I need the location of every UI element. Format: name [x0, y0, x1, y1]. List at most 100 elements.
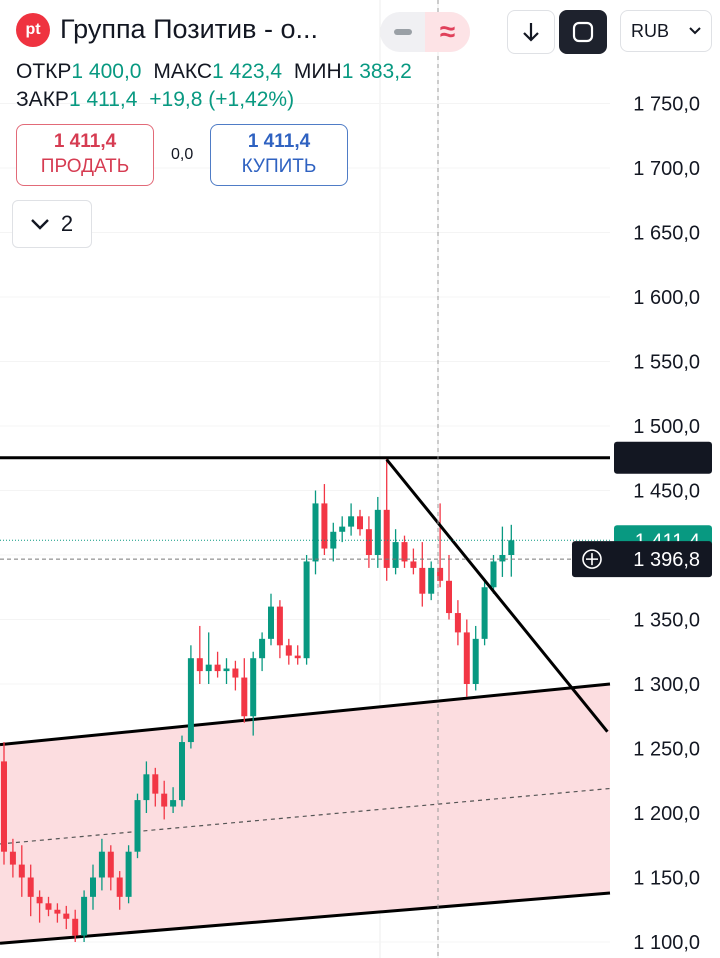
y-tick-label: 1 100,0 — [633, 932, 700, 954]
candle-body — [276, 606, 283, 646]
ohlc-row-2: ЗАКР1 411,4 +19,8 (+1,42%) — [16, 88, 294, 112]
candle — [428, 561, 435, 601]
sell-price: 1 411,4 — [53, 131, 117, 152]
arrow-down-icon[interactable] — [507, 10, 555, 54]
candle — [374, 496, 381, 568]
chevron-down-icon — [689, 27, 701, 35]
buy-label: КУПИТЬ — [241, 156, 317, 177]
y-tick-label: 1 750,0 — [633, 94, 700, 116]
candle-body — [134, 800, 141, 852]
candle-body — [98, 851, 105, 878]
candle-body — [303, 561, 310, 659]
candle-body — [490, 561, 497, 588]
crosshair-price-label: 1 396,8 — [633, 549, 700, 571]
candle — [481, 580, 488, 646]
candle-body — [481, 587, 488, 639]
candle-body — [508, 540, 515, 555]
candle-body — [232, 668, 239, 678]
candle-body — [383, 509, 390, 568]
candle — [81, 890, 88, 942]
chart-mode-toggle[interactable]: ≈ — [380, 12, 470, 52]
candle-body — [205, 664, 212, 672]
high-label: МАКС — [153, 60, 212, 83]
candle-body — [152, 774, 159, 794]
candle — [107, 845, 114, 891]
close-value: 1 411,4 — [68, 88, 138, 111]
candle — [357, 509, 363, 536]
level-price-label-bg — [614, 441, 712, 474]
candle — [143, 761, 150, 813]
y-tick-label: 1 300,0 — [633, 674, 700, 696]
ohlc-row-1: ОТКР1 400,0 МАКС1 423,4 МИН1 383,2 — [16, 60, 412, 84]
candle — [98, 838, 105, 891]
candle — [205, 632, 212, 684]
candle-body — [27, 877, 34, 897]
candle — [330, 522, 337, 562]
candle — [250, 651, 257, 736]
candle-body — [392, 542, 399, 568]
y-tick-label: 1 650,0 — [633, 223, 700, 245]
candle-body — [294, 655, 301, 659]
candle — [276, 600, 283, 659]
candle-body — [72, 918, 79, 936]
candle — [27, 864, 34, 917]
high-value: 1 423,4 — [212, 60, 283, 83]
candle — [259, 632, 266, 672]
candle-body — [365, 529, 372, 555]
channel-upper-line — [0, 682, 611, 747]
candle — [9, 838, 16, 878]
candle-body — [143, 774, 150, 801]
candle — [419, 542, 426, 607]
candle-body — [187, 658, 194, 743]
candle-body — [161, 793, 168, 807]
candle — [490, 555, 497, 594]
candle — [232, 660, 239, 691]
minus-icon[interactable] — [380, 12, 425, 52]
plus-icon[interactable] — [586, 553, 598, 566]
candle — [241, 658, 248, 723]
buy-button[interactable]: 1 411,4 КУПИТЬ — [210, 124, 348, 186]
instrument-title[interactable]: Группа Позитив - о... — [60, 14, 318, 44]
candle-body — [357, 516, 363, 530]
candle — [125, 845, 132, 904]
candle-body — [107, 851, 114, 878]
wave-icon[interactable]: ≈ — [425, 12, 470, 52]
candle-body — [428, 567, 435, 594]
candle-body — [472, 638, 479, 684]
candle-body — [81, 896, 88, 936]
candle — [401, 535, 408, 568]
candle-body — [348, 516, 355, 527]
candle-body — [1, 761, 7, 852]
low-label: МИН — [293, 60, 342, 83]
candle-body — [312, 503, 319, 562]
currency-select[interactable]: RUB — [620, 10, 712, 52]
candle-body — [63, 913, 70, 919]
candle-body — [18, 864, 25, 878]
y-tick-label: 1 350,0 — [633, 610, 700, 632]
candle — [454, 600, 461, 646]
plus-circle-icon[interactable] — [582, 549, 602, 569]
y-tick-label: 1 450,0 — [633, 481, 700, 503]
candle — [36, 890, 43, 923]
candle-body — [9, 851, 16, 865]
y-tick-label: 1 600,0 — [633, 287, 700, 309]
candle-body — [410, 561, 417, 568]
candle — [499, 526, 506, 577]
candle — [45, 896, 52, 917]
y-tick-label: 1 150,0 — [633, 868, 700, 890]
crosshair-price-label-bg — [572, 541, 712, 578]
broker-logo: pt — [16, 13, 50, 47]
candle-body — [419, 567, 426, 594]
candle — [472, 625, 479, 691]
spread-value: 0,0 — [171, 146, 194, 163]
close-label: ЗАКР — [16, 88, 69, 111]
y-tick-label: 1 250,0 — [633, 739, 700, 761]
buy-price: 1 411,4 — [247, 131, 311, 152]
sell-button[interactable]: 1 411,4 ПРОДАТЬ — [16, 124, 154, 186]
fullscreen-icon[interactable] — [559, 10, 607, 54]
regression-channel-fill — [0, 684, 610, 944]
candle-body — [250, 658, 257, 717]
indicators-toggle[interactable]: 2 — [12, 200, 92, 248]
candle — [90, 864, 96, 910]
